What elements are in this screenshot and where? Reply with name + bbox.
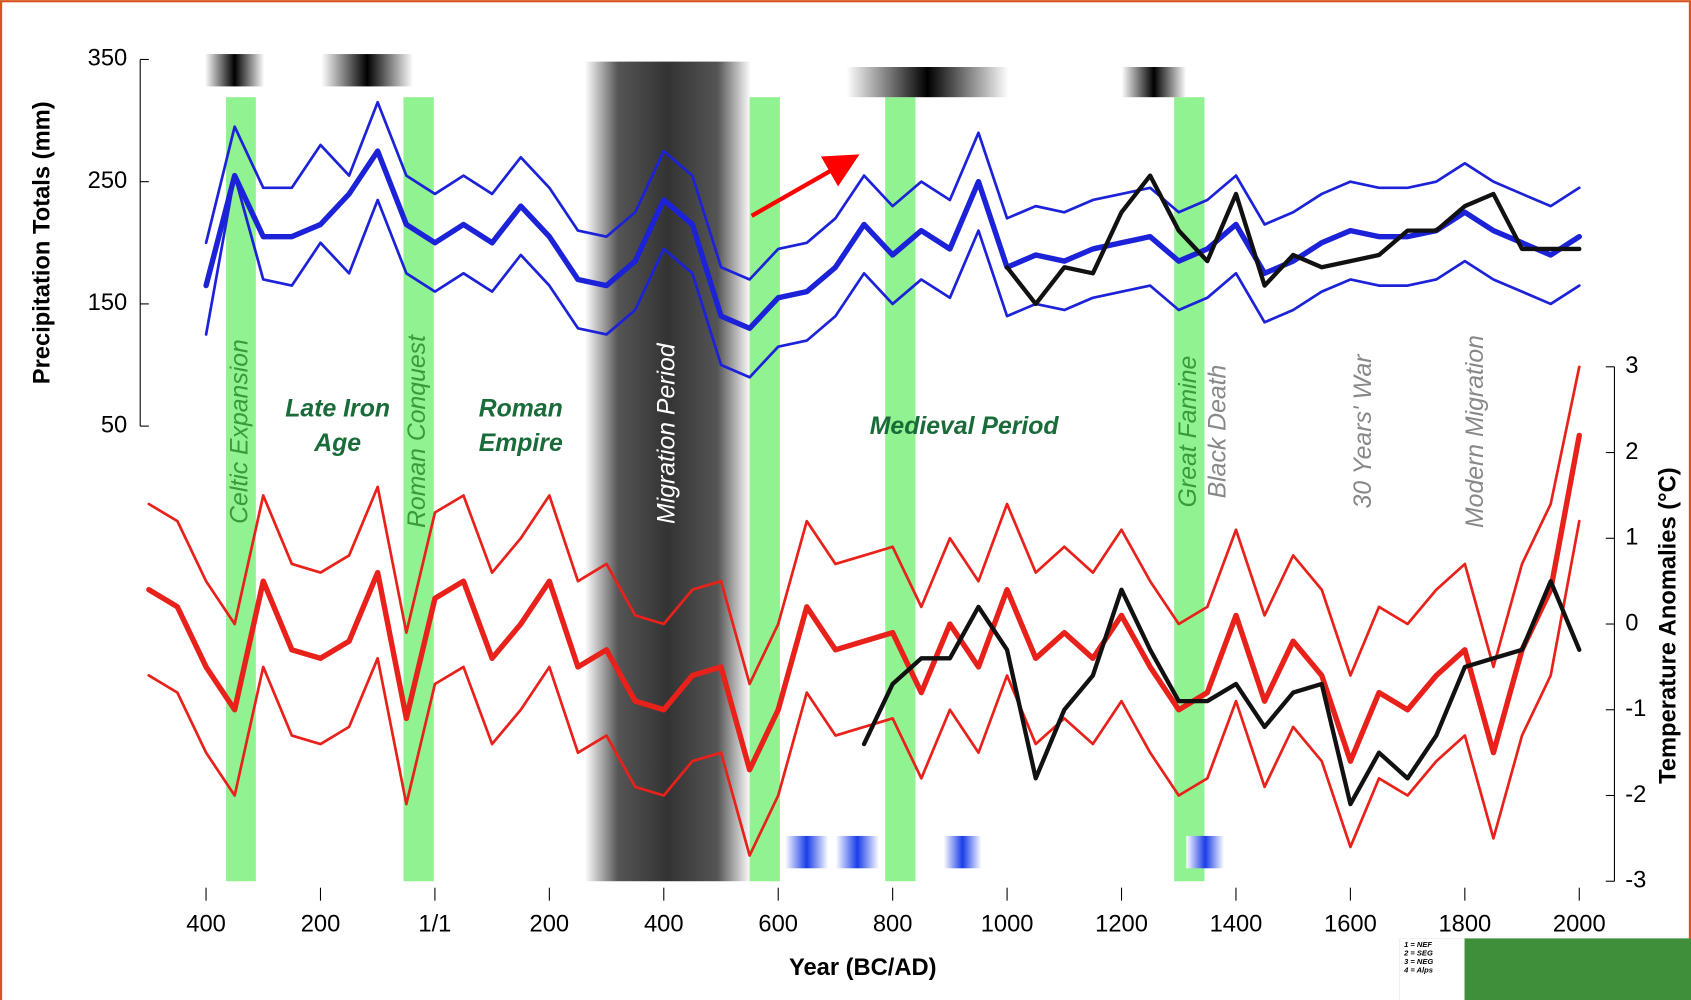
cold-block <box>847 67 1009 97</box>
cold-block <box>321 54 413 86</box>
event-label: Modern Migration <box>1462 335 1489 528</box>
y-tick-label: 150 <box>88 290 128 316</box>
x-tick-label: 400 <box>644 912 684 938</box>
y-tick-label: 250 <box>88 168 128 194</box>
y-tick-label: 50 <box>101 412 127 438</box>
period-label: Empire <box>479 430 563 457</box>
inset-map: 1 = NEF 2 = SEG 3 = NEG 4 = Alps <box>1400 938 1691 1000</box>
x-tick-label: 800 <box>873 912 913 938</box>
x-tick-label: 600 <box>758 912 798 938</box>
y2-tick-label: 0 <box>1625 610 1638 636</box>
cold-block <box>205 54 264 86</box>
x-tick-label: 1000 <box>981 912 1034 938</box>
period-label: Age <box>313 430 361 457</box>
event-label: Black Death <box>1204 365 1231 499</box>
x-tick-label: 200 <box>301 912 341 938</box>
event-label: 30 Years' War <box>1350 353 1377 509</box>
period-band <box>885 97 915 881</box>
period-label: Roman <box>479 395 563 422</box>
period-label: Medieval Period <box>870 413 1060 440</box>
blue-block <box>944 836 982 868</box>
y2-axis-title: Temperature Anomalies (°C) <box>1656 467 1682 784</box>
y2-tick-label: -2 <box>1625 782 1646 808</box>
inset-label: 4 = Alps <box>1403 966 1433 975</box>
x-tick-label: 400 <box>186 912 226 938</box>
y2-tick-label: -1 <box>1625 696 1646 722</box>
period-label: Late Iron <box>285 395 390 422</box>
x-axis-title: Year (BC/AD) <box>789 955 937 981</box>
x-tick-label: 2000 <box>1553 912 1606 938</box>
cold-block <box>1122 67 1187 97</box>
x-tick-label: 1800 <box>1438 912 1491 938</box>
y2-tick-label: 2 <box>1625 439 1638 465</box>
x-tick-label: 200 <box>530 912 570 938</box>
y-axis-title: Precipitation Totals (mm) <box>29 101 55 384</box>
chart: Celtic Expansion Roman Conquest Migration … <box>0 0 1691 1000</box>
blue-block <box>1186 836 1224 868</box>
blue-block <box>785 836 828 868</box>
x-tick-label: 1200 <box>1095 912 1148 938</box>
event-label: Celtic Expansion <box>226 339 253 524</box>
event-label: Migration Period <box>653 342 680 524</box>
event-label: Great Famine <box>1175 356 1202 508</box>
event-label: Roman Conquest <box>404 334 431 528</box>
x-tick-label: 1600 <box>1324 912 1377 938</box>
y2-tick-label: 1 <box>1625 525 1638 551</box>
blue-block <box>836 836 879 868</box>
y-tick-label: 350 <box>88 46 128 72</box>
y2-tick-label: 3 <box>1625 353 1638 379</box>
x-tick-label: 1400 <box>1210 912 1263 938</box>
page: {"chart_data": { "type": "line", "y_labe… <box>0 0 1691 1000</box>
x-tick-label: 1/1 <box>418 912 451 938</box>
y2-tick-label: -3 <box>1625 867 1646 893</box>
